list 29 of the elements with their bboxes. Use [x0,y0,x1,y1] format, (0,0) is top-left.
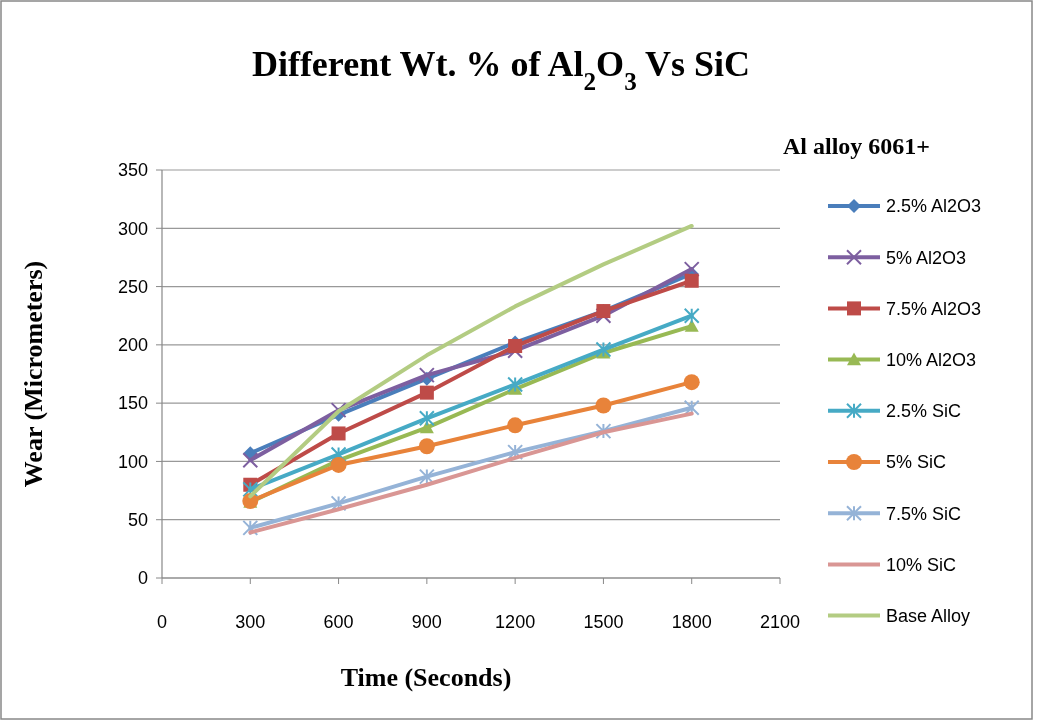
y-tick-label: 350 [117,160,148,181]
legend-label: 7.5% SiC [886,503,962,524]
x-tick-label: 1500 [583,612,624,632]
x-tick-label: 300 [235,612,266,632]
x-tick-label: 0 [156,612,168,632]
y-tick-label: 0 [137,568,148,589]
legend-label: 7.5% Al2O3 [886,298,982,319]
y-tick-label: 50 [127,510,148,531]
x-axis-title: Time (Seconds) [340,663,512,692]
legend-label: Base Alloy [886,605,971,626]
x-tick-label: 900 [411,612,442,632]
legend-label: 2.5% Al2O3 [886,196,982,217]
legend-label: 2.5% SiC [886,401,962,422]
y-axis-title: Wear (Micrometers) [19,260,48,488]
y-tick-label: 150 [117,393,148,414]
legend-label: 10% SiC [886,554,957,575]
y-tick-label: 200 [117,335,148,356]
x-tick-label: 2100 [759,612,801,632]
chart-title: Different Wt. % of Al$_{2}$O$_{3}$ Vs SiC [251,44,751,95]
x-tick-label: 1200 [495,612,536,632]
legend-label: 5% Al2O3 [886,247,967,268]
legend-label: 10% Al2O3 [886,349,977,370]
x-tick-label: 1800 [671,612,712,632]
y-tick-label: 300 [117,218,148,239]
x-tick-label: 600 [323,612,354,632]
y-tick-label: 250 [117,276,148,297]
legend-title: Al alloy 6061+ [783,133,931,159]
legend-label: 5% SiC [886,452,947,473]
y-tick-label: 100 [117,451,148,472]
